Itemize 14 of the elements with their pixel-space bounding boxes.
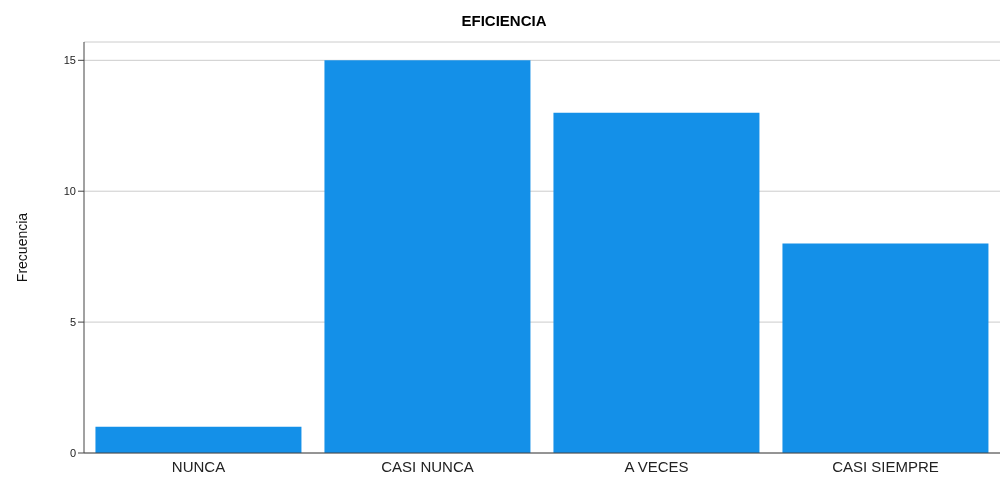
x-tick-label: CASI NUNCA — [381, 457, 474, 475]
y-tick-label: 5 — [69, 316, 76, 329]
x-tick-label: CASI SIEMPRE — [832, 457, 939, 475]
bar — [324, 60, 531, 453]
x-tick-label: A VECES — [624, 457, 689, 475]
bar — [95, 426, 302, 453]
y-tick-label: 15 — [63, 54, 76, 67]
x-tick-label: NUNCA — [171, 457, 226, 475]
bar — [553, 112, 760, 453]
y-axis-title: Frecuencia — [13, 212, 30, 283]
y-tick-label: 10 — [63, 185, 76, 198]
y-tick-label: 0 — [69, 446, 76, 459]
chart-title: EFICIENCIA — [460, 11, 548, 31]
bar — [782, 243, 989, 453]
